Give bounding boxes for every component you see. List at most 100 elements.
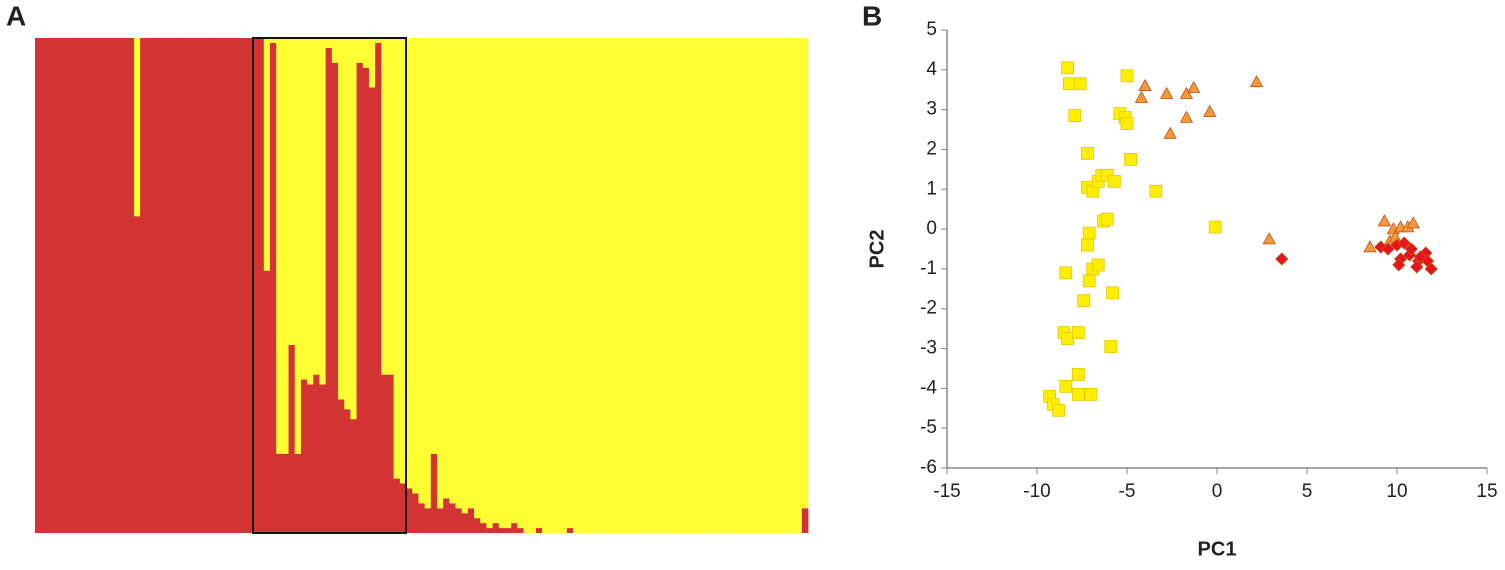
point [1072,326,1085,340]
point [1124,153,1137,166]
bar-segment [164,38,172,533]
y-tick-label: -6 [920,457,937,478]
bar-segment [350,38,357,420]
bar-segment [504,528,512,533]
point [1406,216,1420,229]
bar-segment [430,453,438,533]
bar-segment [678,38,685,533]
point [1392,258,1406,272]
bar-segment [622,38,630,533]
bar-segment [294,38,302,454]
bar-segment [375,42,382,533]
y-tick-label: 0 [926,218,937,239]
bar-segment [436,508,444,533]
bar-segment [461,38,469,514]
bar-segment [461,513,469,533]
bar-segment [566,528,574,533]
bar-segment [548,38,555,533]
point [1397,236,1411,250]
point [1059,266,1073,280]
bar-segment [325,38,333,48]
bar-segment [746,38,753,533]
bar-segment [665,38,673,533]
bar-segment [53,38,61,533]
bar-segment [783,38,790,533]
point [1104,340,1118,353]
bar-segment [115,38,122,533]
bar-segment [362,67,370,533]
y-tick-label: 4 [926,59,937,80]
bar-segment [418,38,425,504]
bar-segment [245,38,252,533]
bar-segment [368,87,376,533]
bar-segment [641,38,648,533]
bar-segment [78,38,85,533]
point [1404,242,1418,256]
bar-segment [171,38,178,533]
bar-segment [319,38,327,385]
bar-segment [610,38,617,533]
point [1363,240,1377,253]
x-tick-label: -10 [1023,481,1050,502]
point [1077,294,1091,308]
bar-segment [733,38,741,533]
bar-segment [208,38,215,533]
bar-segment [288,38,296,345]
bar-segment [579,38,586,533]
bar-segment [41,38,48,533]
bar-segment [418,503,425,533]
point [1377,214,1392,227]
bar-segment [189,38,197,533]
bar-segment [140,38,147,533]
bar-segment [764,38,772,533]
bar-segment [251,38,259,533]
bar-segment [232,38,240,533]
bar-segment [702,38,710,533]
bar-segment [801,508,809,533]
bar-segment [671,38,679,533]
bar-segment [412,493,419,533]
bar-segment [220,38,228,533]
point [1134,90,1149,103]
point [1073,77,1087,91]
point [1081,238,1094,252]
bar-segment [356,62,364,533]
point [1120,117,1134,130]
bar-segment [381,38,388,375]
point [1081,147,1094,160]
bar-segment [739,38,747,533]
bar-segment [338,38,345,400]
bar-segment [263,38,271,271]
bar-segment [300,38,308,380]
bar-segment [492,38,500,524]
bar-segment [721,38,729,533]
bar-segment [634,38,642,533]
point [1106,286,1119,300]
bar-segment [492,523,500,533]
bar-segment [393,478,401,533]
bar-segment [684,38,691,533]
point [1138,78,1152,91]
bar-segment [158,38,166,533]
bar-segment [331,38,339,63]
y-tick-label: 3 [926,99,937,120]
y-tick-label: -2 [920,298,937,319]
bar-segment [511,523,518,533]
bar-segment [84,38,92,533]
y-tick-label: -4 [920,377,937,398]
bar-segment [307,38,314,385]
point [1179,86,1194,99]
bar-segment [566,38,574,529]
point [1149,184,1163,198]
bar-segment [727,38,735,533]
bar-segment [325,47,333,534]
y-tick-label: -3 [920,338,937,359]
bar-segment [35,38,42,533]
point [1159,86,1174,99]
bar-segment [276,38,283,454]
bar-segment [195,38,203,533]
point [1249,74,1264,87]
point [1381,242,1395,256]
bar-segment [467,508,475,533]
bar-segment [344,38,351,410]
